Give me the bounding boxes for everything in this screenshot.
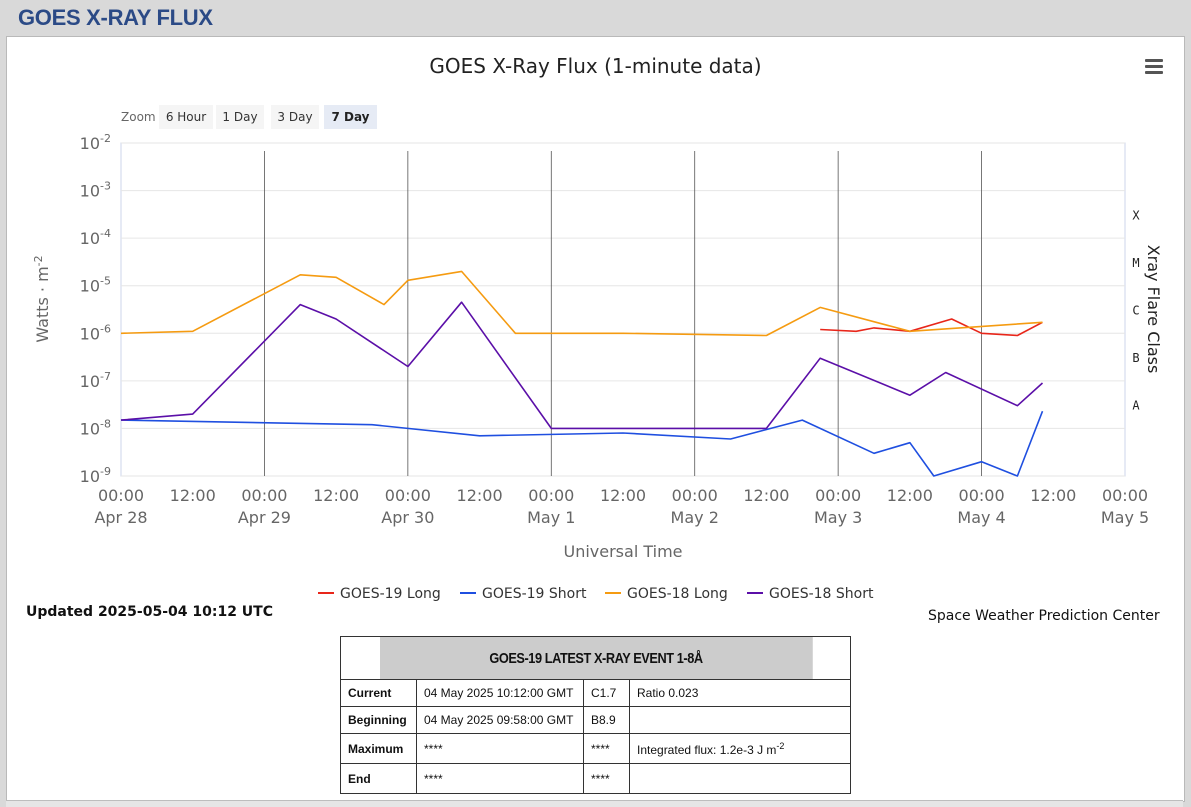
row-time: 04 May 2025 09:58:00 GMT <box>416 706 584 734</box>
x-tick-date: Apr 28 <box>94 508 147 527</box>
x-tick-time: 00:00 <box>241 486 287 505</box>
updated-timestamp: Updated 2025-05-04 10:12 UTC <box>26 604 273 620</box>
row-class: **** <box>583 763 630 794</box>
legend-goes18-short[interactable]: GOES-18 Short <box>747 586 874 602</box>
row-label: Current <box>340 679 417 707</box>
x-tick-date: May 1 <box>527 508 575 527</box>
x-tick-time: 00:00 <box>959 486 1005 505</box>
flare-class-label: A <box>1132 399 1140 413</box>
x-tick-time: 00:00 <box>528 486 574 505</box>
row-extra <box>629 706 851 734</box>
chart-title: GOES X-Ray Flux (1-minute data) <box>429 54 762 78</box>
xray-event-table: GOES-19 LATEST X-RAY EVENT 1-8Å Current … <box>340 636 851 794</box>
y-tick-label: 10-9 <box>80 465 111 486</box>
x-tick-time: 12:00 <box>600 486 646 505</box>
legend-label: GOES-19 Long <box>340 586 441 602</box>
x-tick-time: 12:00 <box>743 486 789 505</box>
y-tick-label: 10-2 <box>80 132 111 153</box>
x-tick-date: Apr 30 <box>381 508 434 527</box>
flare-class-label: C <box>1132 304 1139 318</box>
y-tick-label: 10-5 <box>80 275 111 296</box>
flare-class-label: B <box>1132 351 1139 365</box>
table-row: Beginning 04 May 2025 09:58:00 GMT B8.9 <box>340 706 851 734</box>
x-tick-time: 00:00 <box>98 486 144 505</box>
table-row: Current 04 May 2025 10:12:00 GMT C1.7 Ra… <box>340 679 851 707</box>
row-label: Maximum <box>340 733 417 764</box>
row-label: End <box>340 763 417 794</box>
table-row: End **** **** <box>340 763 851 794</box>
x-tick-time: 12:00 <box>170 486 216 505</box>
legend-swatch <box>460 592 476 594</box>
legend-swatch <box>747 592 763 594</box>
x-tick-time: 00:00 <box>385 486 431 505</box>
x-tick-time: 00:00 <box>1102 486 1148 505</box>
legend-label: GOES-19 Short <box>482 586 587 602</box>
bottom-strip <box>6 800 1183 807</box>
legend-swatch <box>605 592 621 594</box>
y-tick-label: 10-7 <box>80 370 111 391</box>
zoom-3-day-button[interactable]: 3 Day <box>271 105 319 129</box>
row-time: 04 May 2025 10:12:00 GMT <box>416 679 584 707</box>
x-tick-date: May 5 <box>1101 508 1149 527</box>
x-tick-time: 00:00 <box>815 486 861 505</box>
chart-menu-icon[interactable] <box>1145 59 1163 75</box>
zoom-1-day-button[interactable]: 1 Day <box>216 105 264 129</box>
x-tick-time: 12:00 <box>313 486 359 505</box>
zoom-6-hour-button[interactable]: 6 Hour <box>159 105 213 129</box>
y-tick-label: 10-3 <box>80 180 111 201</box>
flare-class-label: X <box>1132 208 1140 222</box>
x-tick-date: May 2 <box>671 508 719 527</box>
x-tick-time: 12:00 <box>457 486 503 505</box>
legend-goes18-long[interactable]: GOES-18 Long <box>605 586 728 602</box>
page-title: GOES X-RAY FLUX <box>18 5 213 30</box>
credit-text: Space Weather Prediction Center <box>928 608 1160 624</box>
row-label: Beginning <box>340 706 417 734</box>
y-tick-label: 10-6 <box>80 322 111 343</box>
plot-area <box>120 142 1126 477</box>
legend-goes19-short[interactable]: GOES-19 Short <box>460 586 587 602</box>
row-extra: Integrated flux: 1.2e-3 J m-2 <box>629 733 851 764</box>
row-time: **** <box>416 733 584 764</box>
legend-swatch <box>318 592 334 594</box>
y-tick-label: 10-8 <box>80 417 111 438</box>
xray-flux-plot: 10-2 10-3 10-4 10-5 10-6 10-7 10-8 10-9 00:00 Ap… <box>32 132 1163 561</box>
chart-panel: GOES X-Ray Flux (1-minute data) Zoom 6 H… <box>6 36 1185 802</box>
row-extra <box>629 763 851 794</box>
x-tick-date: May 4 <box>957 508 1005 527</box>
row-time: **** <box>416 763 584 794</box>
series-line-4 <box>120 301 1044 430</box>
row-class: B8.9 <box>583 706 630 734</box>
event-table-title: GOES-19 LATEST X-RAY EVENT 1-8Å <box>378 636 813 680</box>
zoom-label: Zoom <box>121 110 156 124</box>
series-line-2 <box>120 410 1044 477</box>
flare-class-label: M <box>1132 256 1139 270</box>
x-axis-label: Universal Time <box>563 542 682 561</box>
y2-axis-label: Xray Flare Class <box>1144 245 1163 374</box>
table-row: Maximum **** **** Integrated flux: 1.2e-… <box>340 733 851 764</box>
x-tick-time: 12:00 <box>1030 486 1076 505</box>
row-class: **** <box>583 733 630 764</box>
row-class: C1.7 <box>583 679 630 707</box>
legend-label: GOES-18 Short <box>769 586 874 602</box>
x-tick-date: May 3 <box>814 508 862 527</box>
x-tick-time: 12:00 <box>887 486 933 505</box>
x-tick-time: 00:00 <box>672 486 718 505</box>
legend-goes19-long[interactable]: GOES-19 Long <box>318 586 441 602</box>
x-tick-date: Apr 29 <box>238 508 291 527</box>
series-line-3 <box>120 270 1043 337</box>
y-axis-label: Watts · m-2 <box>32 255 52 342</box>
row-extra: Ratio 0.023 <box>629 679 851 707</box>
legend-label: GOES-18 Long <box>627 586 728 602</box>
y-tick-label: 10-4 <box>80 227 111 248</box>
series-line-1 <box>820 318 1043 337</box>
zoom-7-day-button[interactable]: 7 Day <box>324 105 377 129</box>
